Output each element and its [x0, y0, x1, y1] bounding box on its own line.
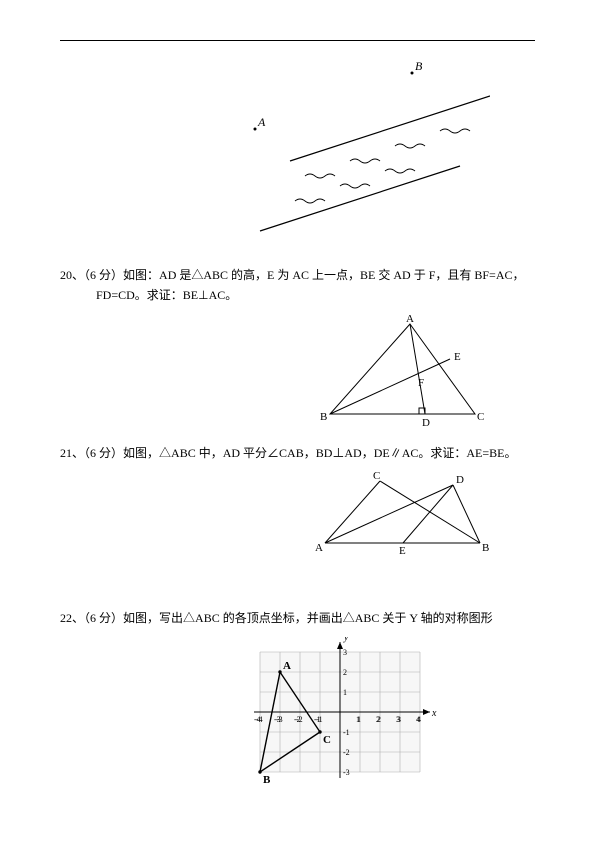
- svg-text:-2: -2: [343, 748, 350, 757]
- svg-text:-1: -1: [343, 728, 350, 737]
- figure-q20: A B C D E F: [320, 314, 490, 429]
- q21-E: E: [399, 545, 406, 556]
- svg-text:2: 2: [377, 715, 381, 724]
- q20-E: E: [454, 351, 461, 363]
- svg-text:-4: -4: [254, 715, 261, 724]
- svg-text:C: C: [323, 734, 331, 746]
- q20-C: C: [477, 411, 484, 423]
- svg-text:x: x: [431, 708, 437, 719]
- top-rule: [60, 40, 535, 41]
- question-21: 21、（6 分）如图，△ABC 中，AD 平分∠CAB，BD⊥AD，DE∥AC。…: [60, 443, 535, 463]
- question-20: 20、（6 分）如图：AD 是△ABC 的高，E 为 AC 上一点，BE 交 A…: [60, 265, 535, 306]
- q20-F: F: [418, 377, 424, 389]
- q22-num: 22、: [60, 611, 84, 625]
- q21-A: A: [315, 542, 323, 554]
- q20-line2: FD=CD。求证：BE⊥AC。: [60, 285, 535, 305]
- q22-line1: 如图，写出△ABC 的各顶点坐标，并画出△ABC 关于 Y 轴的对称图形: [123, 611, 493, 625]
- page: A B 20、（6 分）如图：AD 是△ABC 的高，E 为 AC 上一点，BE…: [0, 0, 595, 842]
- question-22: 22、（6 分）如图，写出△ABC 的各顶点坐标，并画出△ABC 关于 Y 轴的…: [60, 608, 535, 628]
- svg-text:3: 3: [397, 715, 401, 724]
- svg-text:A: A: [283, 660, 291, 672]
- q21-num: 21、: [60, 446, 84, 460]
- q21-B: B: [482, 542, 489, 554]
- spacer: [60, 564, 535, 594]
- figure-q22: xy-4-3-2-11234123-1-2-3-4-3-2-11234ABC: [230, 637, 450, 797]
- q21-C: C: [373, 471, 380, 482]
- q21-line1: 如图，△ABC 中，AD 平分∠CAB，BD⊥AD，DE∥AC。求证：AE=BE…: [123, 446, 516, 460]
- q22-pts: （6 分）: [84, 611, 123, 625]
- svg-text:4: 4: [417, 715, 421, 724]
- label-A: A: [257, 115, 266, 129]
- figure-q21: A B C D E: [315, 471, 490, 556]
- svg-text:-3: -3: [274, 715, 281, 724]
- svg-text:3: 3: [343, 648, 347, 657]
- figure-river: A B: [200, 51, 490, 251]
- svg-text:-1: -1: [314, 715, 321, 724]
- q21-D: D: [456, 474, 464, 486]
- svg-text:1: 1: [343, 688, 347, 697]
- q20-B: B: [320, 411, 327, 423]
- q20-pts: （6 分）: [84, 268, 123, 282]
- q20-D: D: [422, 417, 430, 429]
- svg-text:-2: -2: [294, 715, 301, 724]
- svg-text:B: B: [263, 774, 271, 786]
- q20-A: A: [406, 314, 414, 325]
- svg-text:1: 1: [357, 715, 361, 724]
- label-B: B: [415, 59, 423, 73]
- svg-text:-3: -3: [343, 768, 350, 777]
- q20-line1: 如图：AD 是△ABC 的高，E 为 AC 上一点，BE 交 AD 于 F，且有…: [123, 268, 524, 282]
- q21-pts: （6 分）: [84, 446, 123, 460]
- q20-num: 20、: [60, 268, 84, 282]
- svg-text:y: y: [343, 637, 349, 643]
- svg-text:2: 2: [343, 668, 347, 677]
